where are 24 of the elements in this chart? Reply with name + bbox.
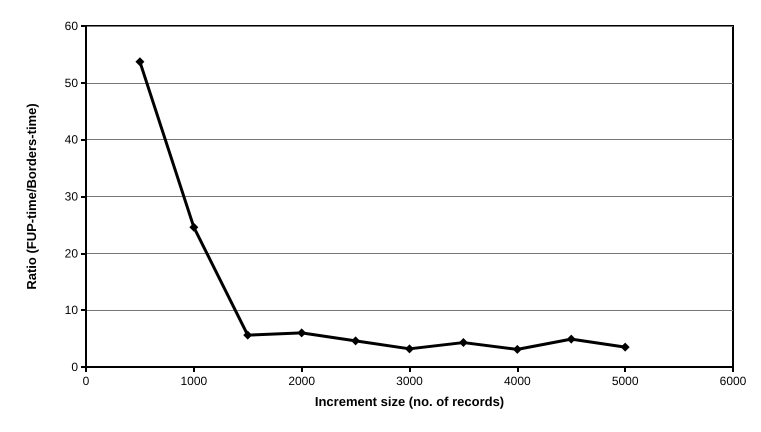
x-tick-label: 1000 [180,374,208,388]
point [566,334,576,344]
point [512,344,522,354]
point [189,222,198,232]
x-tick-label: 6000 [720,374,747,388]
x-tick-label: 5000 [612,374,639,388]
point [405,344,414,354]
y-tick-label: 0 [71,360,78,374]
y-tick-label: 50 [64,76,78,90]
point [351,336,360,346]
x-tick-label: 0 [82,374,90,388]
y-tick-label: 40 [64,132,78,147]
y-tick-label: 30 [64,190,78,204]
y-tick-label: 10 [64,303,78,318]
point [620,342,630,352]
x-tick-label: 4000 [504,374,532,388]
x-tick-label: 2000 [288,374,316,388]
point [135,57,144,66]
x-axis-title: Increment size (no. of records) [314,394,504,409]
x-tick-label: 3000 [396,374,424,388]
y-tick-label: 20 [64,246,78,260]
y-tick-label: 60 [64,19,78,33]
point [458,338,468,348]
y-axis-title: Ratio (FUP-time/Borders-time) [24,103,39,290]
